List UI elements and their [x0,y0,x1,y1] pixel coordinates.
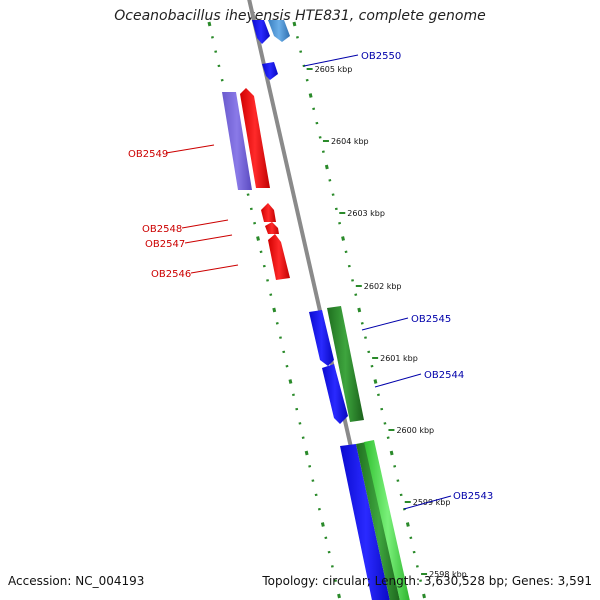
track-tick [320,522,325,527]
genome-summary-text: Topology: circular; Length: 3,630,528 bp… [262,574,592,588]
gene-ob2549-purple[interactable] [222,92,252,190]
gene-ob2549-red[interactable] [240,88,270,188]
gene-label-ob2549[interactable]: OB2549 [128,149,168,160]
track-tick [337,593,341,599]
kbp-tick-label: 2601 kbp [380,354,418,363]
track-tick [308,93,313,98]
kbp-tick-label: 2598 kbp [429,570,467,579]
genome-title: Oceanobacillus iheyensis HTE831, complet… [114,8,486,24]
track-tick [422,593,426,599]
track-tick [256,236,260,241]
track-tick [304,450,309,456]
gene-label-ob2548[interactable]: OB2548 [142,224,182,235]
gene-label-ob2544[interactable]: OB2544 [424,370,464,381]
gene-label-ob2543[interactable]: OB2543 [453,491,493,502]
kbp-tick-label: 2605 kbp [315,65,353,74]
track-tick [341,236,345,241]
gene-top-forward[interactable] [252,20,270,44]
gene-ob2546[interactable] [268,234,290,280]
track-tick [357,307,362,313]
gene-label-ob2550[interactable]: OB2550 [361,51,401,62]
gene-label-ob2545[interactable]: OB2545 [411,314,451,325]
kbp-tick-label: 2604 kbp [331,137,369,146]
track-tick [373,379,378,384]
kbp-scale: 2605 kbp 2604 kbp 2603 kbp 2602 kbp 2601 kbp… [306,65,467,579]
track-tick [207,21,212,27]
gene-ob2545-blue[interactable] [309,310,334,366]
track-tick [324,164,329,170]
accession-text: Accession: NC_004193 [8,574,145,588]
gene-label-ob2546[interactable]: OB2546 [151,269,191,280]
track-tick [288,379,293,384]
gene-ob2547[interactable] [265,222,279,234]
gene-ob2543-blue[interactable] [340,444,392,600]
gene-label-leaders [165,54,452,510]
kbp-tick-label: 2599 kbp [413,498,451,507]
track-tick [389,450,394,456]
kbp-tick-label: 2600 kbp [396,426,434,435]
gene-top-lightblue[interactable] [268,20,290,42]
track-tick [405,522,410,527]
gene-ob2543-green[interactable] [356,442,402,600]
kbp-tick-label: 2603 kbp [347,209,385,218]
gene-ob2544[interactable] [322,364,348,424]
kbp-tick-label: 2602 kbp [364,282,402,291]
gene-ob2545-green[interactable] [327,306,364,422]
gene-ob2548[interactable] [261,203,276,222]
track-tick [292,21,297,27]
gene-label-ob2547[interactable]: OB2547 [145,239,185,250]
track-tick [272,307,277,313]
gene-ob2550[interactable] [262,62,278,80]
gene-ob2543-lightgreen[interactable] [364,440,412,600]
